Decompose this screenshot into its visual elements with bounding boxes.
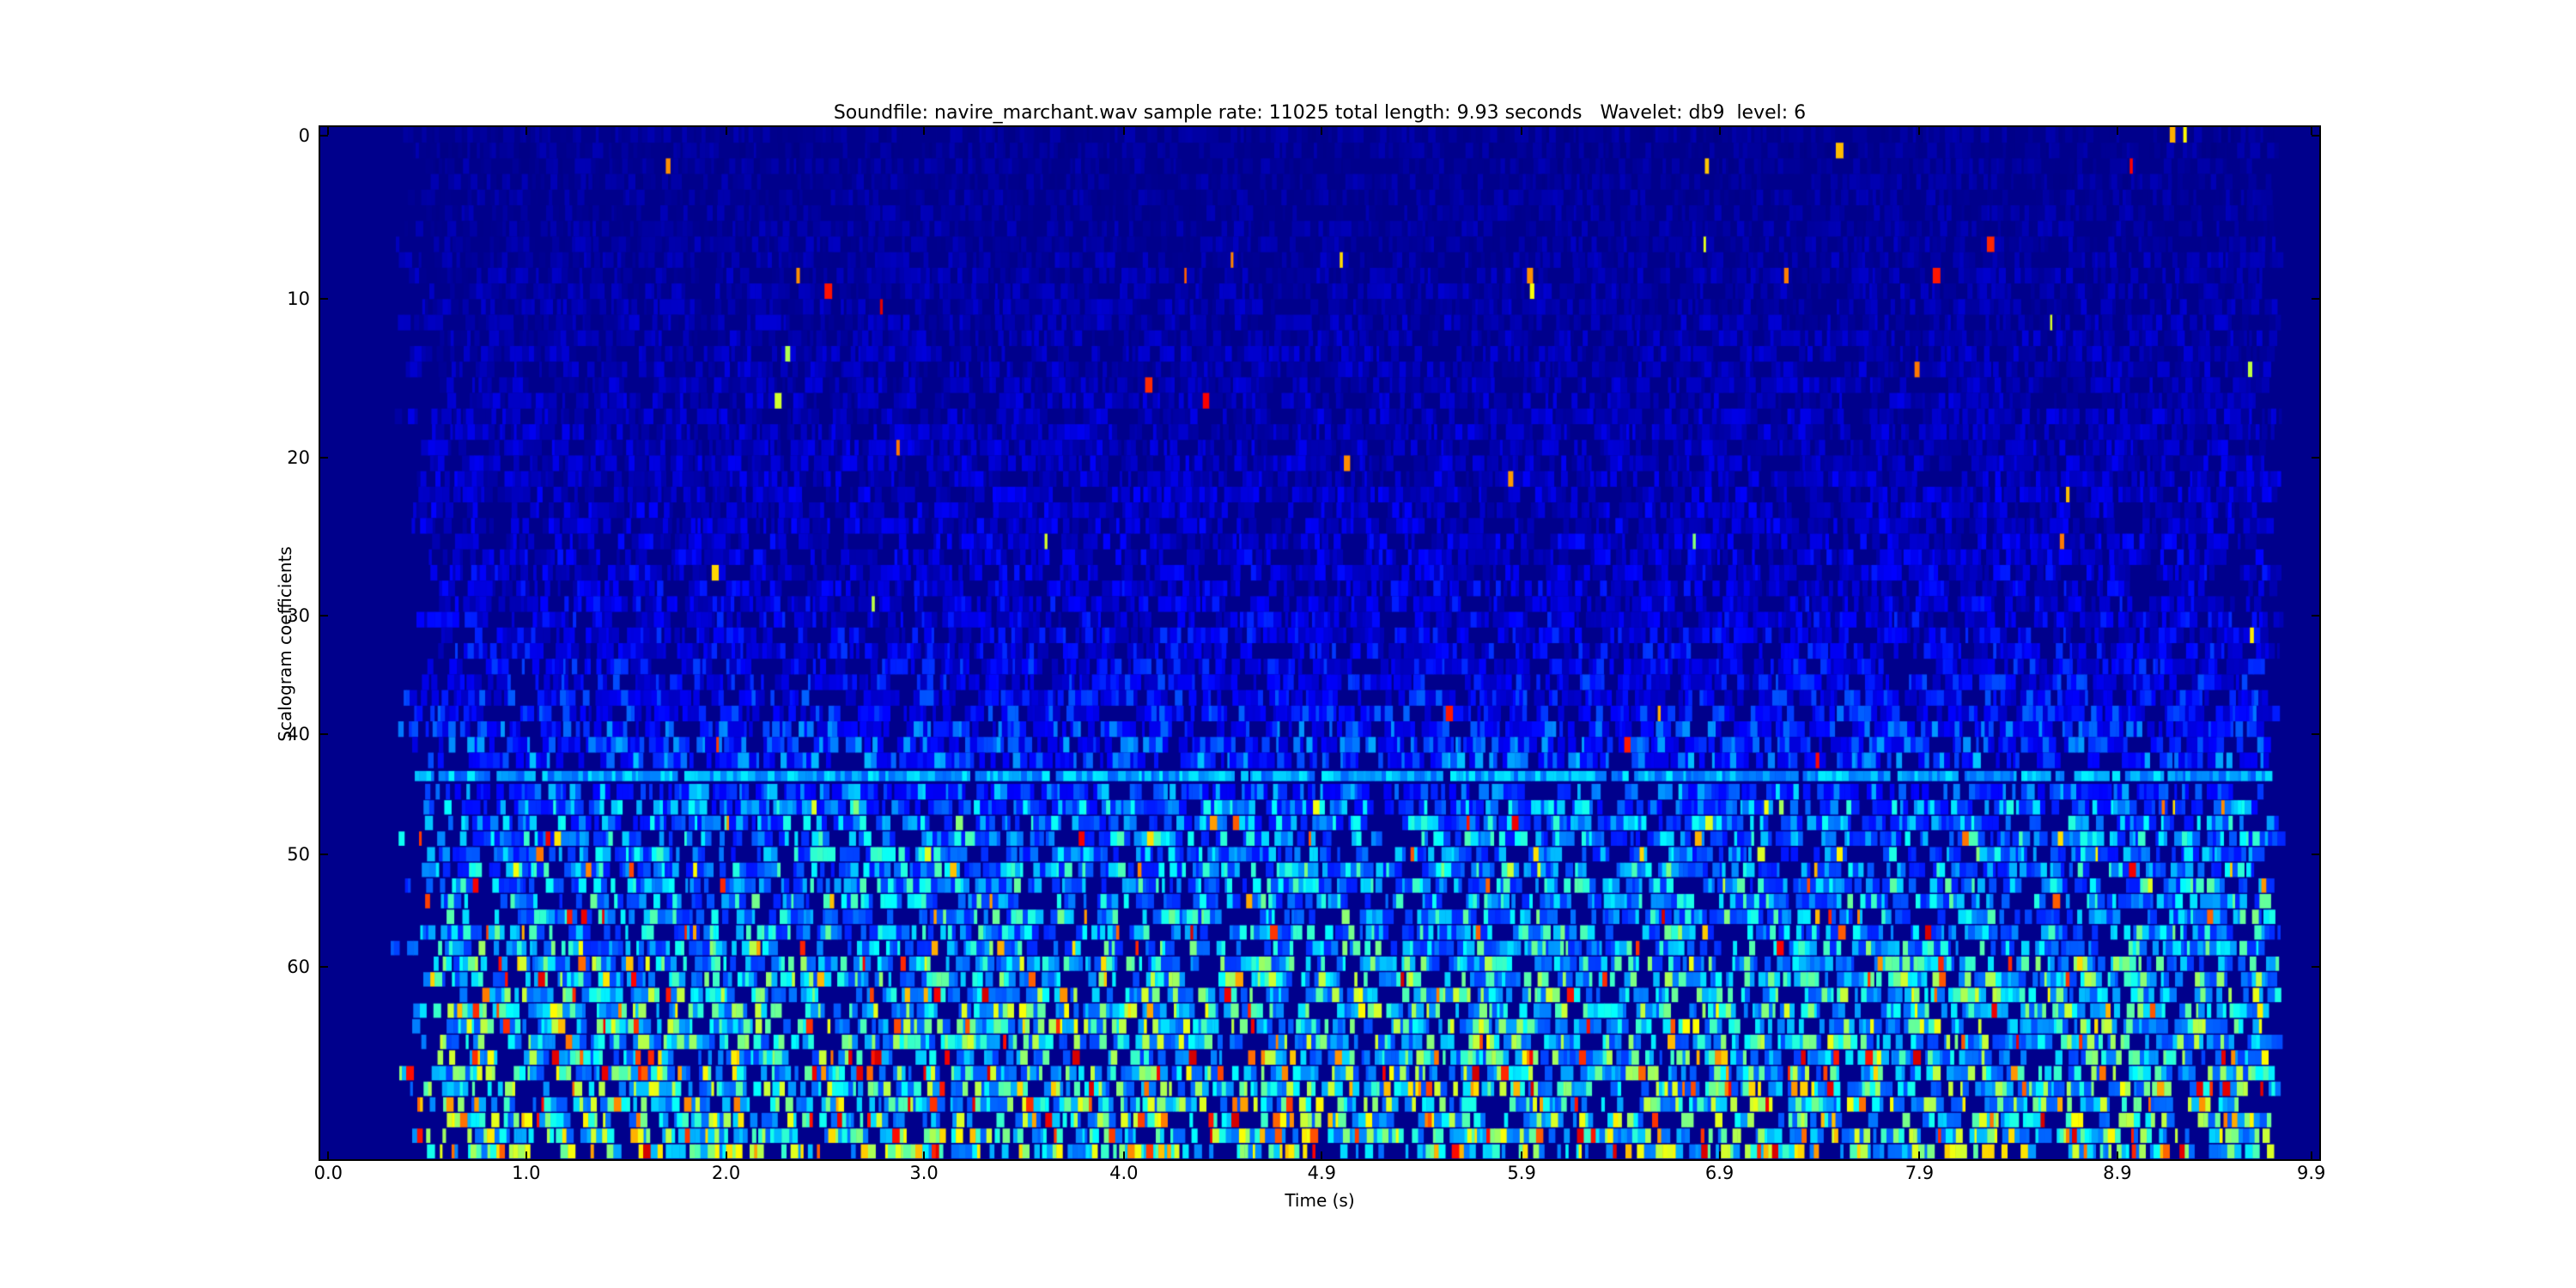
x-axis-label: Time (s) xyxy=(1285,1190,1355,1211)
x-tick-label: 1.0 xyxy=(512,1163,541,1183)
axis-tick xyxy=(320,854,328,856)
axis-tick xyxy=(2312,966,2319,969)
x-tick-label: 4.0 xyxy=(1109,1163,1139,1183)
axis-tick xyxy=(2116,1151,2118,1159)
y-tick-label: 40 xyxy=(287,723,310,744)
x-tick-label: 2.0 xyxy=(711,1163,741,1183)
x-tick-label: 8.9 xyxy=(2103,1163,2132,1183)
axis-tick xyxy=(2310,127,2312,135)
x-tick-label: 9.9 xyxy=(2296,1163,2326,1183)
axis-tick xyxy=(1321,127,1323,135)
axis-tick xyxy=(1718,1151,1721,1159)
x-tick-label: 5.9 xyxy=(1507,1163,1536,1183)
axis-tick xyxy=(525,1151,527,1159)
axis-tick xyxy=(320,732,328,735)
axis-tick xyxy=(2312,854,2319,856)
y-tick-label: 0 xyxy=(298,125,310,146)
axis-tick xyxy=(1718,127,1721,135)
x-tick-label: 7.9 xyxy=(1905,1163,1935,1183)
axis-tick xyxy=(320,456,328,459)
axis-tick xyxy=(923,127,926,135)
axis-tick xyxy=(327,1151,330,1159)
axis-tick xyxy=(1122,1151,1125,1159)
y-axis-label: Scalogram coefficients xyxy=(275,546,295,742)
axis-tick xyxy=(2116,127,2118,135)
x-tick-label: 4.9 xyxy=(1307,1163,1337,1183)
axis-tick xyxy=(1321,1151,1323,1159)
y-tick-label: 20 xyxy=(287,447,310,468)
axis-tick xyxy=(327,127,330,135)
y-tick-label: 10 xyxy=(287,288,310,309)
axis-tick xyxy=(2312,456,2319,459)
y-tick-label: 60 xyxy=(287,957,310,978)
axis-tick xyxy=(1122,127,1125,135)
axis-tick xyxy=(320,134,328,137)
x-tick-label: 6.9 xyxy=(1704,1163,1735,1183)
x-tick-label: 0.0 xyxy=(313,1163,343,1183)
y-tick-label: 30 xyxy=(287,605,310,626)
axis-tick xyxy=(1521,127,1523,135)
axis-tick xyxy=(320,966,328,969)
axis-tick xyxy=(2312,297,2319,300)
axis-tick xyxy=(923,1151,926,1159)
axis-tick xyxy=(725,127,727,135)
y-tick-label: 50 xyxy=(287,844,310,866)
axis-tick xyxy=(2312,732,2319,735)
axis-tick xyxy=(320,614,328,617)
axis-tick xyxy=(2312,614,2319,617)
axis-tick xyxy=(725,1151,727,1159)
axis-tick xyxy=(1521,1151,1523,1159)
axis-tick xyxy=(320,297,328,300)
axis-tick xyxy=(2312,134,2319,137)
axis-tick xyxy=(525,127,527,135)
plot-area xyxy=(319,125,2321,1161)
scalogram-heatmap xyxy=(320,127,2319,1159)
chart-title: Soundfile: navire_marchant.wav sample ra… xyxy=(833,102,1807,124)
axis-tick xyxy=(1918,127,1921,135)
x-tick-label: 3.0 xyxy=(909,1163,939,1183)
axis-tick xyxy=(2310,1151,2312,1159)
axis-tick xyxy=(1918,1151,1921,1159)
